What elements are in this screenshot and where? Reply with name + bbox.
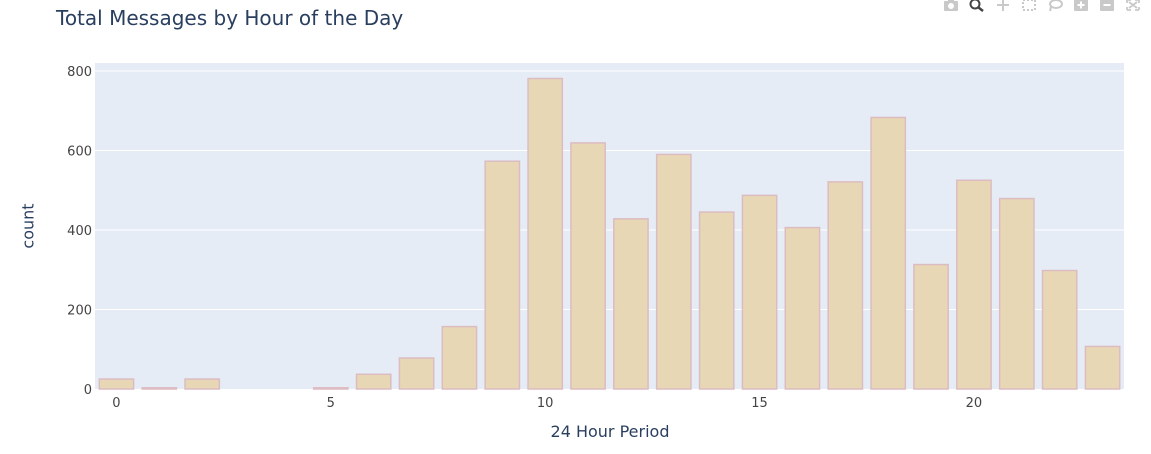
bar-hour-0[interactable] [98,378,135,390]
modebar [941,0,1143,18]
y-axis-ticks: 0 200 400 600 800 [67,65,92,398]
y-tick-label: 800 [67,65,92,80]
x-axis-label: 24 Hour Period [550,422,670,441]
bar-hour-6[interactable] [355,373,392,390]
bar-hour-13[interactable] [655,153,692,390]
bar-hour-17[interactable] [827,181,864,390]
bar-hour-12[interactable] [613,218,649,390]
y-tick-label: 400 [67,224,92,239]
zoom-icon[interactable] [967,0,987,18]
bar-hour-14[interactable] [698,211,735,390]
x-axis-ticks: 0 5 10 15 20 [112,396,982,411]
autoscale-icon[interactable] [1123,0,1143,18]
bar-hour-16[interactable] [784,226,821,390]
bar-hour-19[interactable] [913,263,949,390]
y-tick-label: 600 [67,144,92,159]
plot-area [95,63,1124,389]
x-tick-label: 15 [751,396,768,411]
bar-hour-5[interactable] [312,387,349,390]
x-tick-label: 20 [966,396,983,411]
bar-hour-7[interactable] [398,357,435,390]
bar-hour-2[interactable] [184,378,221,390]
y-axis-label: count [18,203,38,249]
bar-hour-18[interactable] [870,116,907,390]
y-tick-label: 200 [67,303,92,318]
x-tick-label: 10 [537,396,554,411]
bar-hour-10[interactable] [527,77,564,390]
bar-hour-23[interactable] [1084,345,1121,390]
gridlines [95,70,1124,310]
bar-hour-21[interactable] [998,197,1035,390]
chart-title: Total Messages by Hour of the Day [56,6,404,30]
camera-icon[interactable] [941,0,961,18]
y-tick-label: 0 [84,383,92,398]
zoom-out-icon[interactable] [1097,0,1117,18]
x-tick-label: 0 [112,396,120,411]
bar-hour-15[interactable] [741,194,778,390]
bar-hour-22[interactable] [1041,269,1078,390]
bar-hour-11[interactable] [570,142,606,390]
bar-hour-20[interactable] [956,179,992,390]
lasso-select-icon[interactable] [1045,0,1065,18]
bar-hour-9[interactable] [484,160,521,390]
pan-icon[interactable] [993,0,1013,18]
bars [98,77,1121,390]
zoom-in-icon[interactable] [1071,0,1091,18]
x-tick-label: 5 [327,396,335,411]
bar-hour-8[interactable] [441,325,478,390]
box-select-icon[interactable] [1019,0,1039,18]
bar-hour-1[interactable] [141,387,178,390]
